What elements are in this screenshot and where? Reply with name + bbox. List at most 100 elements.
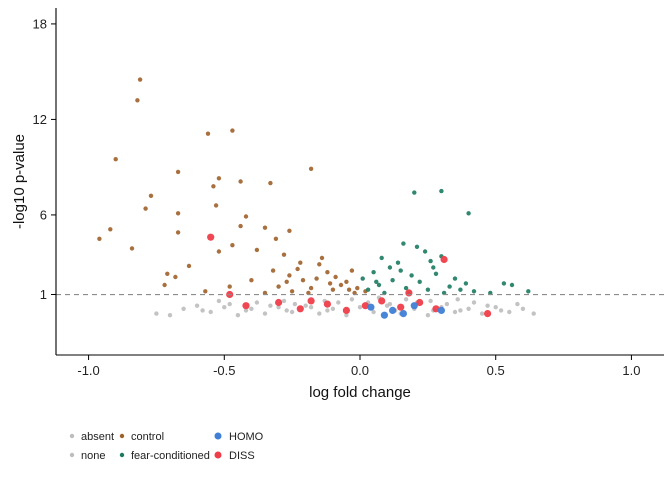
point-control bbox=[175, 169, 181, 175]
point-absent bbox=[167, 313, 173, 318]
point-none bbox=[281, 298, 287, 304]
point-fear-conditioned bbox=[428, 258, 433, 264]
point-absent bbox=[289, 309, 295, 315]
point-fear-conditioned bbox=[509, 282, 515, 288]
point-control bbox=[346, 287, 352, 292]
point-diss bbox=[296, 305, 304, 313]
point-homo bbox=[399, 310, 407, 318]
point-control bbox=[97, 236, 102, 241]
point-absent bbox=[154, 311, 159, 316]
point-control bbox=[355, 285, 360, 291]
point-diss bbox=[242, 302, 250, 310]
point-control bbox=[113, 157, 118, 162]
legend-label: fear-conditioned bbox=[131, 450, 210, 462]
legend-label: HOMO bbox=[229, 431, 264, 443]
point-none bbox=[325, 308, 330, 313]
point-none bbox=[485, 303, 490, 308]
legend-swatch bbox=[214, 451, 222, 459]
legend-swatch bbox=[69, 452, 75, 458]
legend-label: none bbox=[81, 450, 105, 462]
point-fear-conditioned bbox=[401, 241, 406, 246]
point-absent bbox=[194, 303, 200, 308]
point-none bbox=[292, 301, 298, 307]
point-absent bbox=[317, 311, 322, 316]
point-fear-conditioned bbox=[390, 278, 395, 283]
point-none bbox=[227, 301, 232, 307]
point-fear-conditioned bbox=[471, 289, 477, 294]
point-control bbox=[213, 203, 219, 208]
x-tick-label: 1.0 bbox=[622, 363, 640, 378]
y-axis-title: -log10 p-value bbox=[11, 134, 28, 229]
y-tick-label: 1 bbox=[40, 287, 47, 302]
point-none bbox=[254, 300, 260, 305]
point-fear-conditioned bbox=[447, 284, 452, 289]
point-control bbox=[314, 276, 319, 281]
point-diss bbox=[397, 303, 405, 311]
point-control bbox=[108, 227, 113, 232]
point-control bbox=[289, 289, 295, 294]
point-diss bbox=[207, 233, 215, 241]
point-control bbox=[268, 180, 273, 186]
point-diss bbox=[484, 310, 492, 318]
point-none bbox=[200, 308, 205, 313]
point-fear-conditioned bbox=[398, 268, 403, 273]
point-absent bbox=[357, 305, 363, 310]
point-control bbox=[330, 287, 336, 292]
point-control bbox=[308, 285, 314, 291]
point-absent bbox=[303, 303, 308, 308]
point-control bbox=[230, 128, 235, 133]
point-absent bbox=[507, 309, 512, 315]
point-absent bbox=[531, 311, 536, 316]
point-control bbox=[270, 268, 276, 273]
y-tick-label: 6 bbox=[40, 207, 47, 222]
point-control bbox=[273, 236, 279, 241]
point-absent bbox=[344, 313, 349, 318]
point-absent bbox=[330, 306, 336, 311]
point-control bbox=[325, 270, 330, 275]
point-control bbox=[243, 214, 249, 219]
legend-swatch bbox=[69, 433, 75, 439]
point-control bbox=[175, 230, 181, 235]
point-none bbox=[403, 297, 409, 302]
point-absent bbox=[515, 301, 520, 307]
point-control bbox=[211, 184, 216, 189]
point-fear-conditioned bbox=[425, 287, 431, 292]
point-fear-conditioned bbox=[439, 188, 444, 194]
point-control bbox=[319, 255, 325, 261]
point-control bbox=[327, 281, 333, 286]
point-none bbox=[455, 297, 460, 302]
point-control bbox=[129, 246, 135, 251]
point-absent bbox=[479, 311, 485, 316]
point-control bbox=[287, 273, 292, 278]
x-axis-ticks: -1.0 -0.5 0.0 0.5 1.0 bbox=[77, 355, 640, 378]
point-control bbox=[173, 274, 178, 280]
point-control bbox=[349, 268, 355, 273]
legend-label: absent bbox=[81, 431, 114, 443]
point-control bbox=[203, 289, 208, 294]
x-tick-label: 0.5 bbox=[487, 363, 505, 378]
point-fear-conditioned bbox=[374, 279, 379, 284]
point-control bbox=[338, 282, 344, 288]
point-control bbox=[333, 274, 338, 280]
point-absent bbox=[222, 305, 227, 310]
point-control bbox=[276, 284, 281, 289]
point-absent bbox=[262, 311, 268, 316]
point-absent bbox=[249, 306, 254, 311]
point-absent bbox=[371, 309, 376, 315]
point-control bbox=[254, 247, 260, 253]
point-fear-conditioned bbox=[409, 273, 414, 278]
point-diss bbox=[440, 255, 448, 264]
point-homo bbox=[437, 306, 445, 314]
point-absent bbox=[208, 309, 213, 315]
point-control bbox=[298, 260, 303, 265]
x-axis-title: log fold change bbox=[309, 384, 411, 401]
point-control bbox=[137, 77, 143, 82]
point-diss bbox=[342, 306, 350, 314]
point-fear-conditioned bbox=[360, 276, 365, 281]
point-control bbox=[165, 271, 170, 276]
point-control bbox=[344, 279, 349, 284]
point-diss bbox=[275, 298, 283, 307]
point-control bbox=[227, 284, 232, 289]
point-none bbox=[444, 301, 450, 307]
